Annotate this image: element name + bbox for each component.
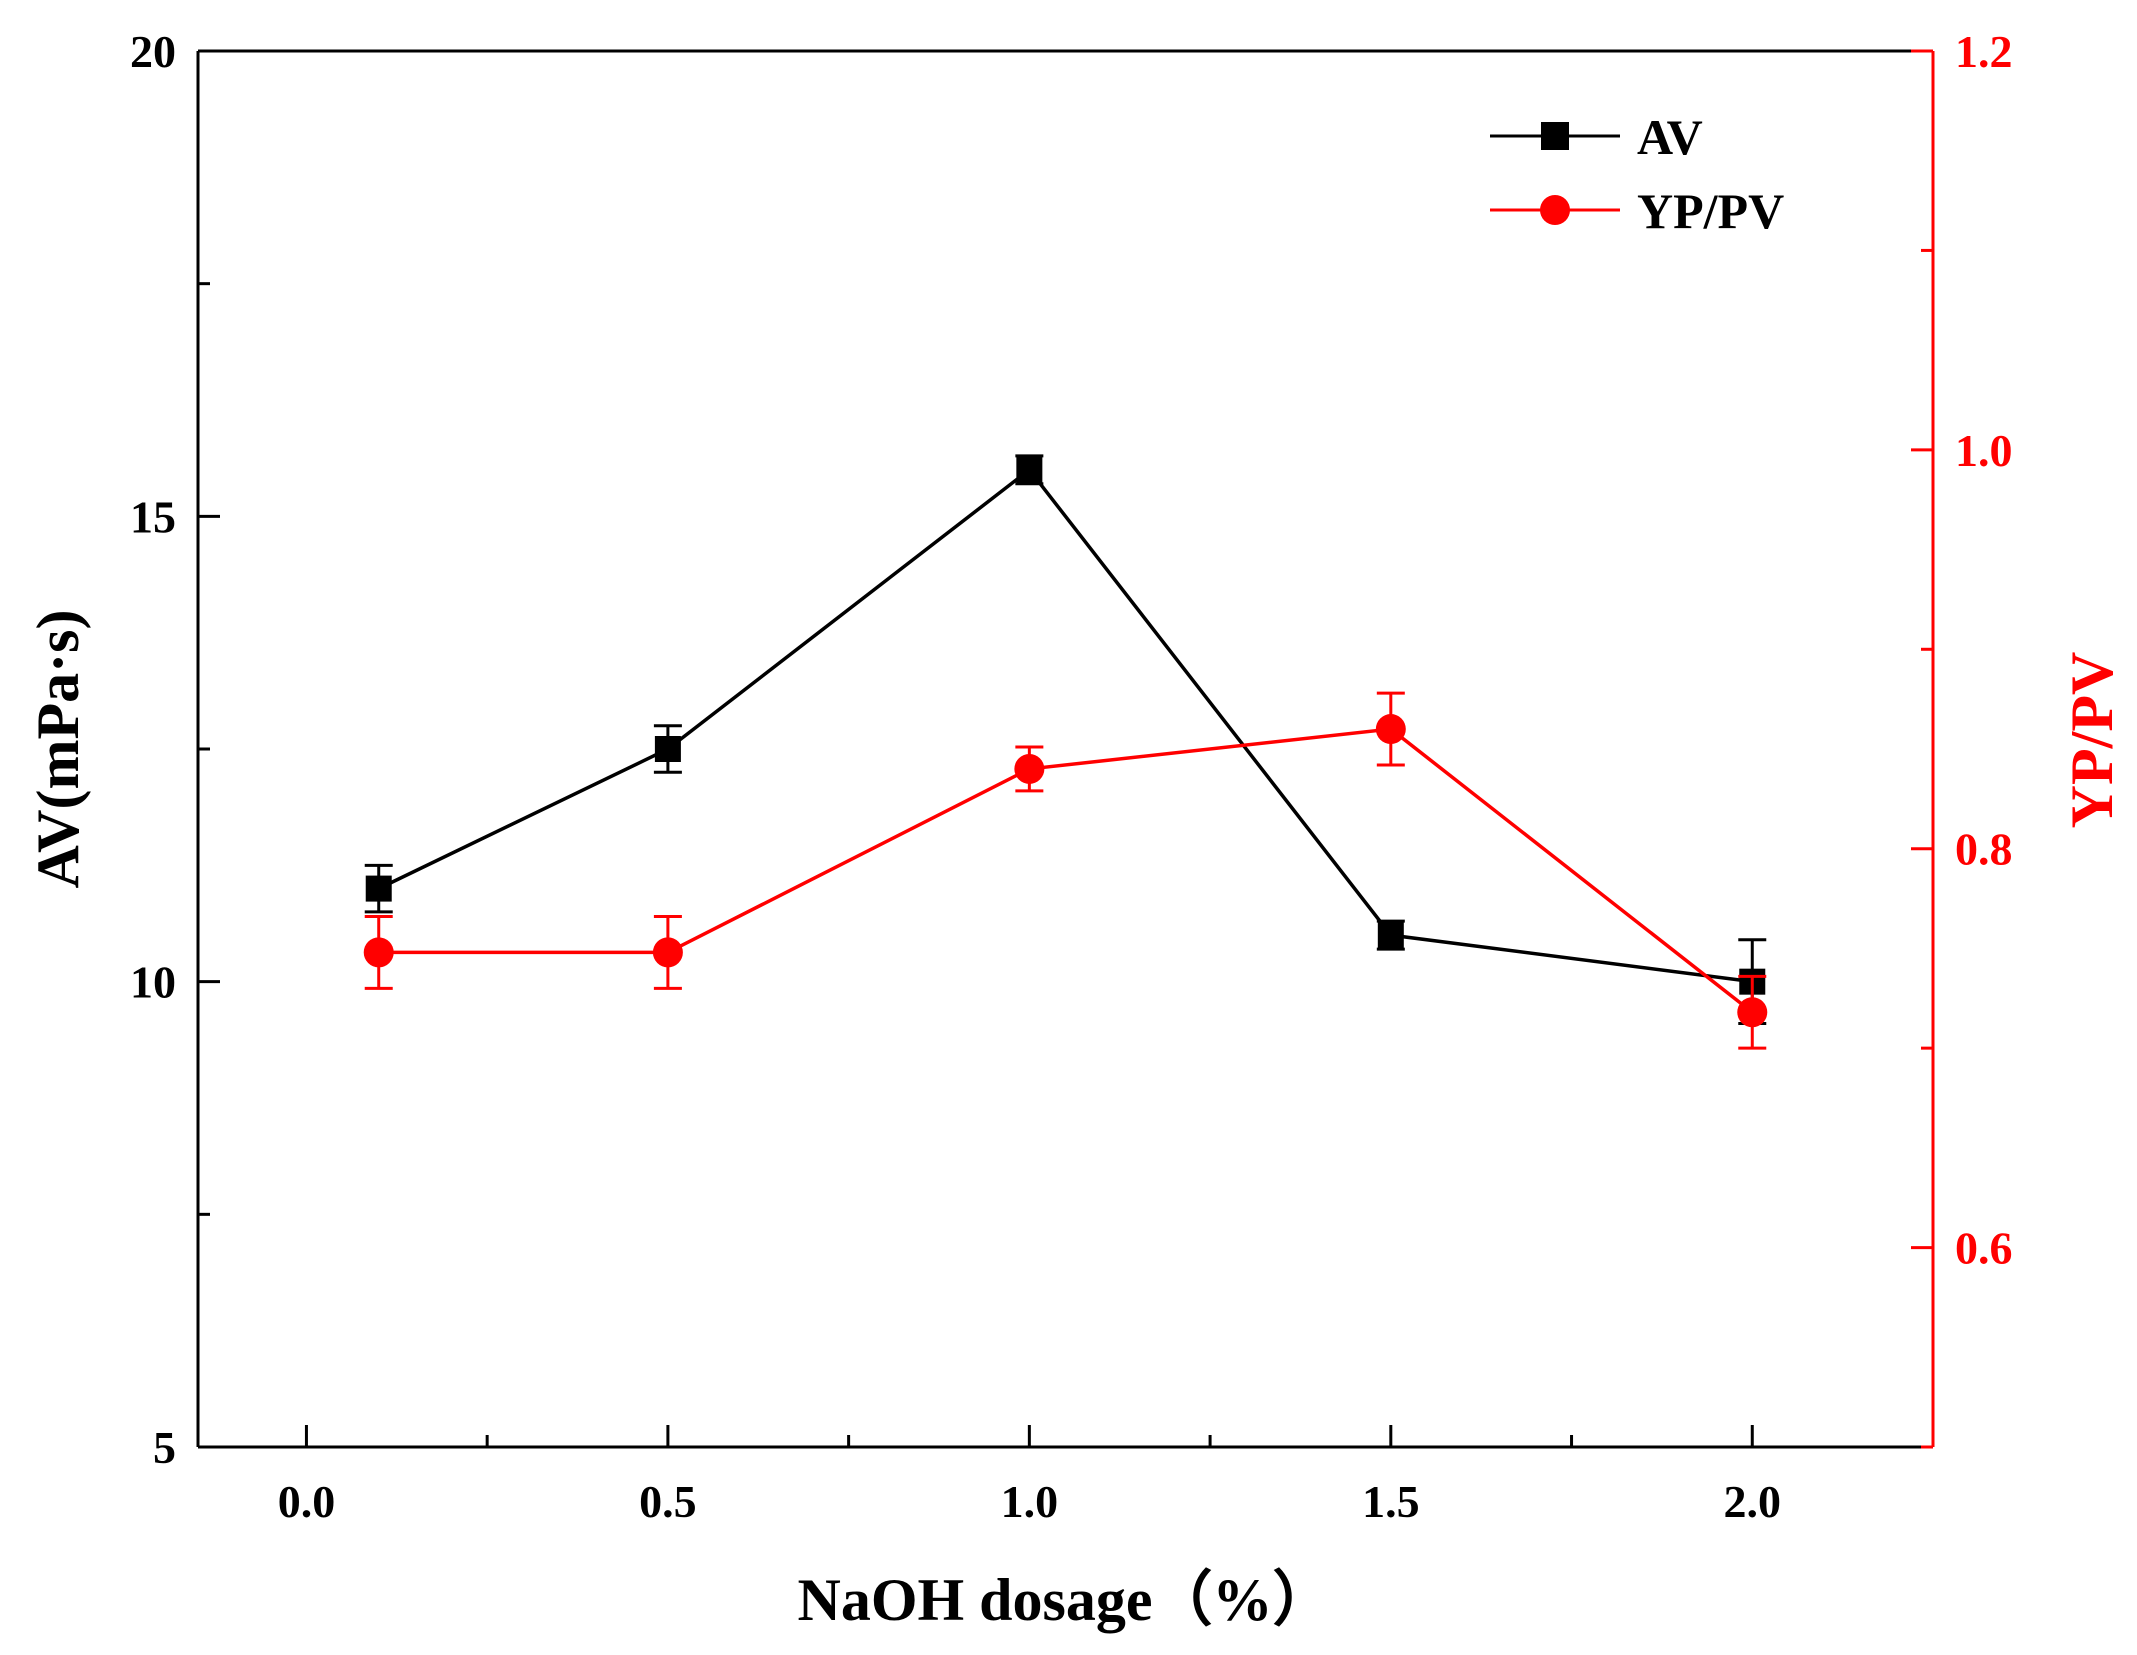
- y-tick-label-3: 20: [130, 26, 176, 77]
- av-point-1: [654, 736, 681, 762]
- yppv-point-3: [1375, 714, 1406, 745]
- y-tick-label-2: 15: [130, 491, 176, 542]
- legend-yppv-label: YP/PV: [1637, 183, 1784, 239]
- series-layer: [363, 454, 1768, 1050]
- y-tick-label-0: 5: [153, 1422, 176, 1473]
- av-point-0: [365, 875, 392, 902]
- right-y-axis-title: YP/PV: [2059, 652, 2125, 829]
- yppv-point-1: [652, 937, 683, 968]
- y-tick-label-1: 10: [130, 957, 176, 1008]
- yppv-point-4: [1737, 997, 1768, 1028]
- av-point-3: [1377, 922, 1404, 949]
- av-point-2: [1016, 456, 1043, 483]
- y2-tick-label-1: 0.8: [1955, 824, 2013, 875]
- legend-yppv-marker: [1540, 195, 1570, 225]
- y2-tick-label-3: 1.2: [1955, 26, 2013, 77]
- yppv-point-0: [363, 937, 394, 968]
- legend-av-label: AV: [1637, 109, 1703, 165]
- x-tick-label-1: 0.5: [639, 1476, 697, 1527]
- y2-tick-label-0: 0.6: [1955, 1223, 2013, 1274]
- x-tick-label-4: 2.0: [1724, 1476, 1782, 1527]
- y2-tick-label-2: 1.0: [1955, 425, 2013, 476]
- left-y-axis-ticks: 5 10 15 20: [130, 26, 220, 1473]
- right-y-axis-ticks: 0.6 0.8 1.0 1.2: [1911, 26, 2013, 1449]
- x-tick-label-3: 1.5: [1362, 1476, 1420, 1527]
- x-tick-label-2: 1.0: [1001, 1476, 1059, 1527]
- yppv-point-2: [1014, 753, 1045, 784]
- x-tick-label-0: 0.0: [278, 1476, 336, 1527]
- left-y-axis-title: AV(mPa·s): [25, 610, 91, 889]
- x-axis-title: NaOH dosage（%）: [797, 1566, 1332, 1633]
- legend-av-marker: [1541, 122, 1569, 150]
- x-axis-ticks: 0.0 0.5 1.0 1.5 2.0: [278, 1425, 1781, 1527]
- yppv-series-line: [378, 727, 1754, 1014]
- legend: AV YP/PV: [1490, 109, 1784, 239]
- av-series-line: [377, 467, 1753, 984]
